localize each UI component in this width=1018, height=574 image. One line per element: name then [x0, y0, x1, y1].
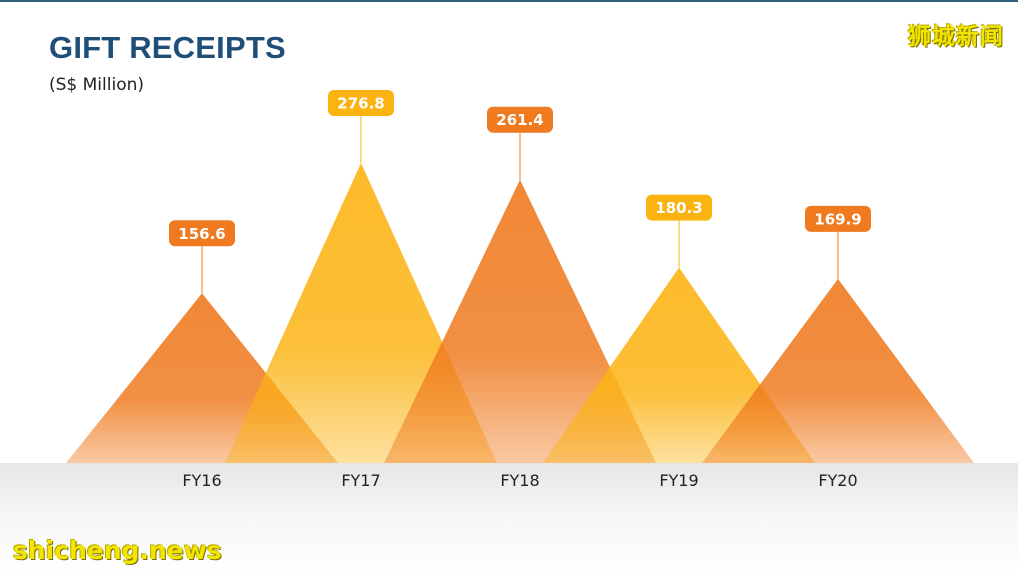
value-callout	[169, 220, 235, 247]
value-label: 261.4	[496, 111, 543, 129]
value-callout	[646, 194, 712, 221]
top-rule	[0, 0, 1018, 2]
value-label: 169.9	[814, 210, 861, 228]
watermark-top-right: 狮城新闻	[908, 24, 1004, 50]
value-label: 276.8	[337, 95, 384, 113]
watermark-bottom-left: shicheng.news	[13, 536, 222, 565]
triangle-layer	[66, 163, 974, 464]
value-callout	[487, 106, 553, 133]
category-label: FY16	[182, 471, 221, 490]
value-callout	[805, 205, 871, 232]
page-title: GIFT RECEIPTS	[49, 30, 286, 65]
category-label: FY17	[341, 471, 380, 490]
chart-floor	[0, 463, 1018, 574]
peak-fy18	[384, 179, 656, 464]
peak-fy20	[702, 278, 974, 463]
category-label: FY19	[659, 471, 698, 490]
value-label: 156.6	[178, 225, 225, 243]
category-label: FY20	[818, 471, 857, 490]
category-label: FY18	[500, 471, 539, 490]
label-layer: 156.6 FY16 276.8 FY17 261.4 FY18 180.3 FY19 169.…	[169, 90, 871, 490]
page-subtitle: (S$ Million)	[49, 75, 145, 95]
value-callout	[328, 90, 394, 116]
value-label: 180.3	[655, 199, 702, 217]
